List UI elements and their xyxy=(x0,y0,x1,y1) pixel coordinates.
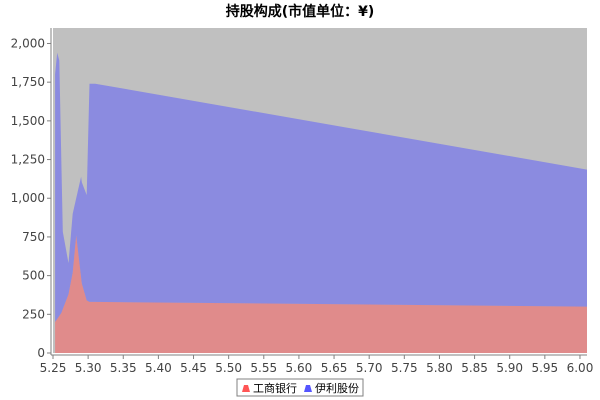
y-tick-label: 1,250 xyxy=(11,153,45,167)
area-series-1 xyxy=(55,52,588,323)
x-tick-label: 5.95 xyxy=(531,361,558,375)
x-tick-label: 5.50 xyxy=(215,361,242,375)
x-tick-label: 5.55 xyxy=(250,361,277,375)
area-series-0 xyxy=(55,235,588,353)
legend-swatch-gongshangyinhang xyxy=(242,385,250,392)
y-tick-label: 1,500 xyxy=(11,114,45,128)
x-tick-label: 5.25 xyxy=(40,361,67,375)
legend: 工商银行 伊利股份 xyxy=(236,378,364,397)
y-tick-label: 0 xyxy=(37,346,45,360)
x-tick-label: 5.45 xyxy=(180,361,207,375)
y-tick-label: 500 xyxy=(22,269,45,283)
y-tick-label: 2,000 xyxy=(11,36,45,50)
chart-title: 持股构成(市值单位：¥) xyxy=(226,3,375,20)
x-tick-label: 6.00 xyxy=(567,361,594,375)
x-tick-label: 5.30 xyxy=(75,361,102,375)
y-tick-label: 750 xyxy=(22,230,45,244)
x-tick-label: 5.35 xyxy=(110,361,137,375)
legend-label-yiligufen: 伊利股份 xyxy=(315,382,359,395)
y-tick-label: 250 xyxy=(22,307,45,321)
x-tick-label: 5.75 xyxy=(391,361,418,375)
x-tick-label: 5.40 xyxy=(145,361,172,375)
y-tick-label: 1,000 xyxy=(11,191,45,205)
x-tick-label: 5.70 xyxy=(356,361,383,375)
x-tick-label: 5.90 xyxy=(496,361,523,375)
x-tick-label: 5.80 xyxy=(426,361,453,375)
x-tick-label: 5.85 xyxy=(461,361,488,375)
y-tick-label: 1,750 xyxy=(11,75,45,89)
x-tick-label: 5.60 xyxy=(286,361,313,375)
x-tick-label: 5.65 xyxy=(321,361,348,375)
legend-box xyxy=(236,378,364,397)
legend-swatch-yiligufen xyxy=(304,385,312,392)
legend-label-gongshangyinhang: 工商银行 xyxy=(253,381,297,395)
